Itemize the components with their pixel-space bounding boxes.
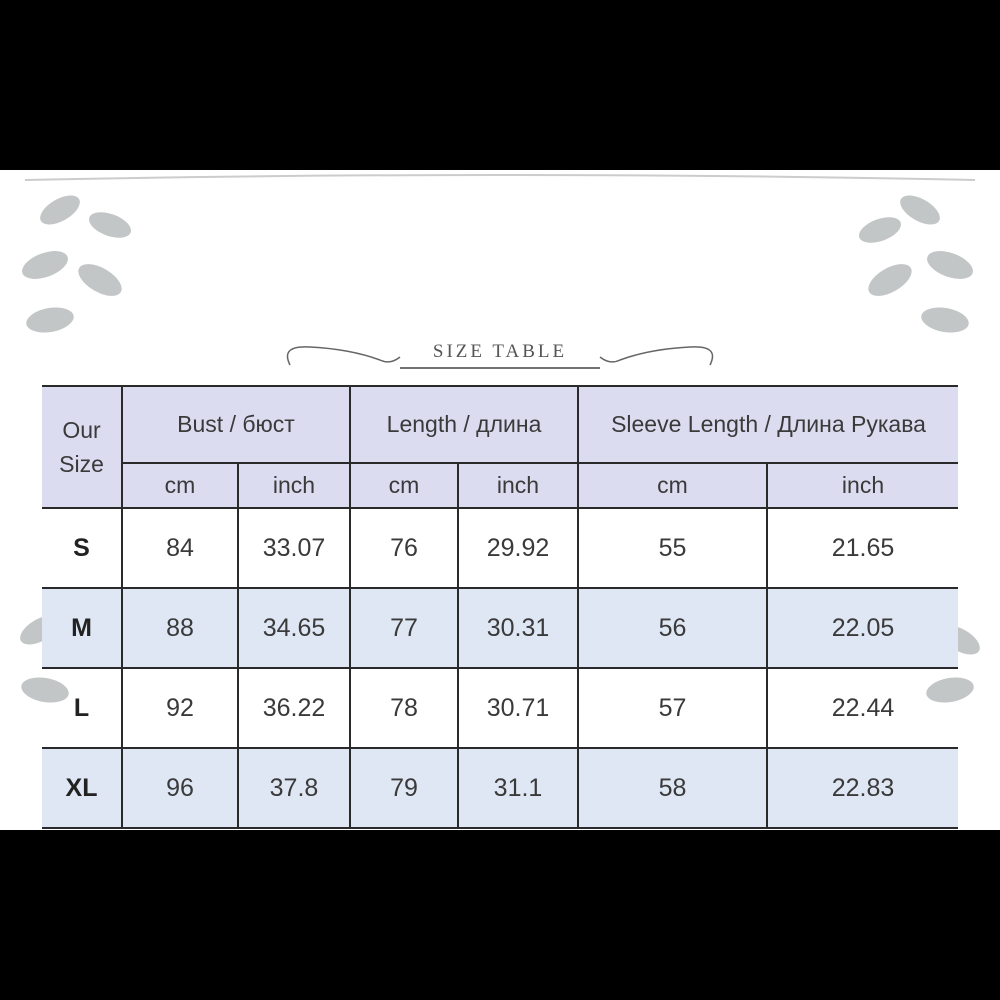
cell: 77 xyxy=(349,587,459,669)
cell: 34.65 xyxy=(237,587,351,669)
cell: 84 xyxy=(121,507,239,589)
unit-header: cm xyxy=(577,462,769,509)
cell: 31.1 xyxy=(456,747,580,829)
bust-header: Bust / бюст xyxy=(121,385,351,464)
size-label: M xyxy=(42,587,123,669)
cell: 30.71 xyxy=(456,667,580,749)
cell: 22.83 xyxy=(766,747,959,829)
scroll-flourish-icon xyxy=(286,346,714,369)
cell: 30.31 xyxy=(456,587,580,669)
unit-row: cm inch cm inch cm inch xyxy=(42,462,959,509)
cell: 92 xyxy=(121,667,239,749)
length-header: Length / длина xyxy=(348,385,580,464)
cell: 88 xyxy=(121,587,239,669)
cell: 55 xyxy=(577,507,769,589)
unit-header: cm xyxy=(122,462,239,509)
size-label: S xyxy=(42,507,123,589)
cell: 22.05 xyxy=(766,587,959,669)
cell: 33.07 xyxy=(237,507,351,589)
unit-header: inch xyxy=(237,462,351,509)
table-row: S 84 33.07 76 29.92 55 21.65 xyxy=(42,507,959,589)
size-table: Our Size Bust / бюст Length / длина Slee… xyxy=(42,385,959,829)
unit-header: inch xyxy=(766,462,959,509)
cell: 22.44 xyxy=(766,667,959,749)
cell: 96 xyxy=(121,747,239,829)
table-row: M 88 34.65 77 30.31 56 22.05 xyxy=(42,587,959,669)
table-row: XL 96 37.8 79 31.1 58 22.83 xyxy=(42,747,959,829)
unit-header: inch xyxy=(456,462,580,509)
page-title: SIZE TABLE xyxy=(432,341,568,362)
cell: 79 xyxy=(349,747,459,829)
header-row: Our Size Bust / бюст Length / длина Slee… xyxy=(42,385,959,509)
size-table-heading: SIZE TABLE xyxy=(270,335,730,380)
sleeve-length-header: Sleeve Length / Длина Рукава xyxy=(577,385,959,464)
cell: 37.8 xyxy=(237,747,351,829)
cell: 78 xyxy=(349,667,459,749)
cell: 58 xyxy=(577,747,769,829)
cell: 36.22 xyxy=(237,667,351,749)
cell: 57 xyxy=(577,667,769,749)
unit-header: cm xyxy=(349,462,459,509)
cell: 21.65 xyxy=(766,507,959,589)
our-size-header: Our Size xyxy=(42,385,123,509)
cell: 29.92 xyxy=(456,507,580,589)
size-label: L xyxy=(42,667,123,749)
cell: 76 xyxy=(349,507,459,589)
cell: 56 xyxy=(577,587,769,669)
table-row: L 92 36.22 78 30.71 57 22.44 xyxy=(42,667,959,749)
size-label: XL xyxy=(42,747,123,829)
